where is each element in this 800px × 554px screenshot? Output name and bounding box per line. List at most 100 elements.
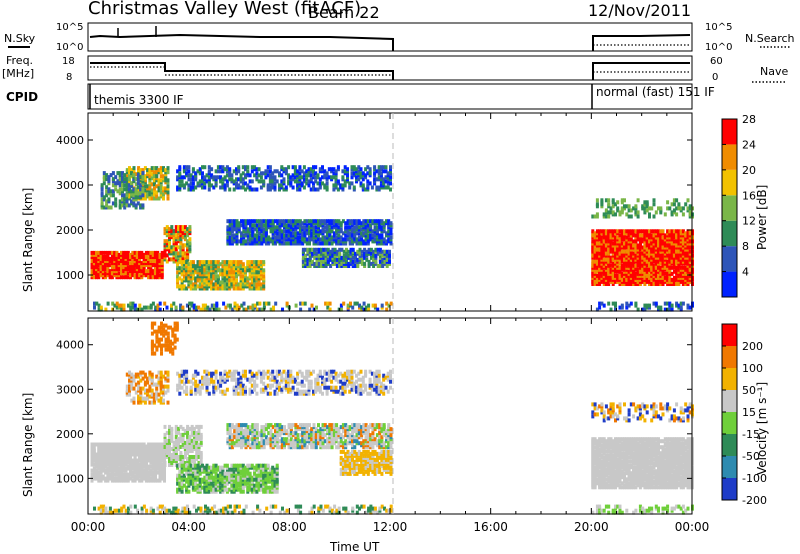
echo-cell [248, 268, 252, 273]
echo-cell [155, 170, 159, 175]
echo-cell [609, 267, 613, 272]
echo-cell [168, 251, 171, 256]
echo-cell [629, 208, 633, 213]
echo-cell [291, 173, 295, 178]
echo-cell [326, 223, 330, 228]
echo-cell [351, 223, 354, 228]
echo-cell [140, 307, 144, 312]
echo-cell [189, 177, 193, 182]
echo-cell [384, 179, 388, 184]
echo-cell [365, 257, 369, 262]
echo-cell [230, 262, 234, 267]
echo-cell [240, 241, 243, 246]
echo-cell [272, 305, 275, 310]
echo-cell [627, 208, 631, 213]
echo-cell [225, 169, 229, 174]
echo-cell [178, 165, 182, 170]
echo-cell [648, 247, 651, 252]
echo-cell [650, 271, 654, 276]
echo-cell [607, 271, 611, 276]
echo-cell [636, 210, 640, 215]
echo-cell [190, 301, 194, 306]
echo-cell [300, 175, 304, 180]
echo-cell [356, 264, 360, 268]
echo-cell [684, 237, 688, 242]
echo-cell [244, 165, 247, 170]
echo-cell [124, 255, 128, 259]
echo-cell [389, 227, 393, 232]
echo-cell [366, 171, 370, 176]
echo-cell [312, 241, 316, 246]
echo-cell [627, 237, 631, 242]
echo-cell [385, 264, 389, 268]
echo-cell [301, 233, 305, 238]
echo-cell [602, 257, 606, 262]
echo-cell [293, 175, 297, 180]
echo-cell [311, 247, 314, 252]
echo-cell [162, 384, 165, 389]
echo-cell [163, 432, 167, 437]
echo-cell [149, 460, 153, 465]
echo-cell [221, 280, 225, 285]
echo-cell [196, 260, 200, 265]
echo-cell [345, 247, 348, 252]
echo-cell [135, 250, 139, 255]
echo-cell [180, 179, 184, 184]
echo-cell [235, 181, 238, 186]
echo-cell [389, 241, 393, 246]
echo-cell [371, 219, 375, 224]
echo-cell [382, 223, 386, 228]
echo-cell [591, 247, 595, 252]
echo-cell [225, 262, 229, 267]
echo-cell [160, 456, 164, 461]
echo-cell [223, 276, 227, 281]
echo-cell [104, 468, 108, 473]
echo-cell [609, 263, 613, 268]
echo-cell [163, 241, 167, 246]
echo-cell [351, 259, 355, 264]
echo-cell [219, 165, 223, 170]
echo-cell [246, 268, 250, 273]
echo-cell [666, 271, 670, 276]
echo-cell [157, 380, 161, 385]
echo-cell [356, 249, 360, 254]
echo-cell [207, 179, 211, 184]
echo-cell [331, 255, 335, 260]
echo-cell [600, 271, 604, 276]
echo-cell [95, 468, 98, 473]
echo-cell [319, 237, 323, 242]
echo-cell [632, 282, 636, 286]
echo-cell [360, 253, 364, 258]
echo-cell [143, 178, 147, 183]
echo-cell [140, 446, 144, 451]
echo-cell [180, 278, 184, 283]
echo-cell [607, 233, 611, 238]
echo-cell [595, 229, 599, 234]
echo-cell [343, 179, 347, 184]
echo-cell [149, 468, 153, 473]
echo-cell [262, 223, 266, 228]
echo-cell [609, 307, 613, 312]
echo-cell [125, 168, 129, 173]
echo-cell [368, 167, 372, 172]
echo-cell [285, 301, 289, 306]
echo-cell [153, 263, 157, 268]
echo-cell [117, 458, 121, 463]
echo-cell [232, 187, 236, 192]
echo-cell [358, 247, 362, 252]
echo-cell [210, 262, 214, 267]
echo-cell [90, 261, 94, 266]
echo-cell [223, 262, 227, 267]
echo-cell [325, 185, 329, 190]
echo-cell [659, 206, 663, 211]
echo-cell [668, 263, 672, 268]
echo-cell [609, 229, 613, 234]
echo-cell [223, 268, 227, 273]
echo-cell [260, 241, 264, 246]
echo-cell [107, 175, 111, 180]
echo-cell [146, 192, 150, 197]
echo-cell [142, 448, 146, 453]
echo-cell [679, 301, 683, 306]
echo-cell [148, 394, 152, 399]
echo-cell [259, 179, 263, 184]
